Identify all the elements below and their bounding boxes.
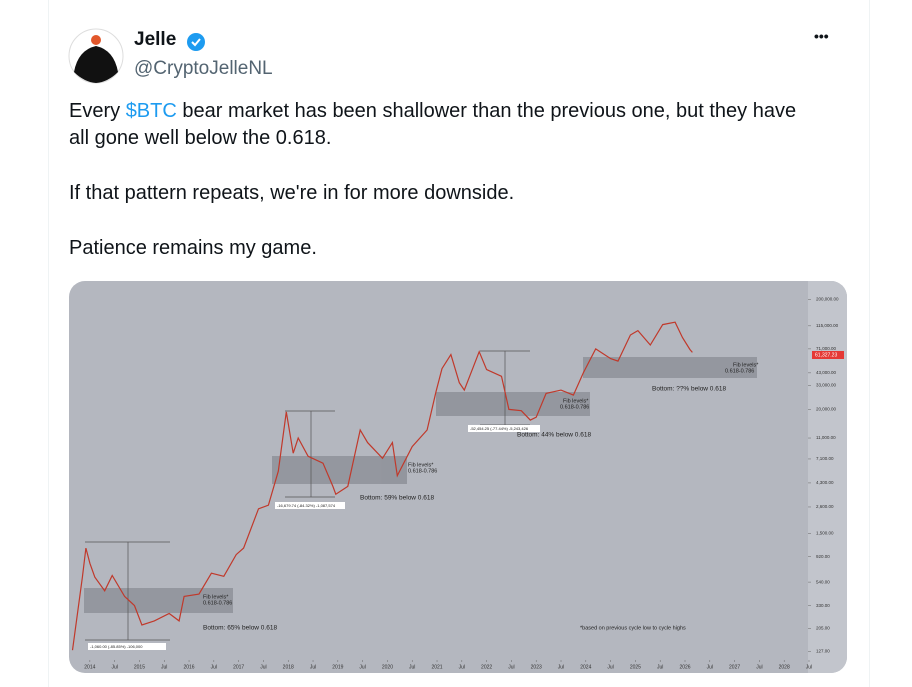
x-tick-label: 2015 — [134, 664, 145, 670]
tweet-text: Every $BTC bear market has been shallowe… — [69, 100, 796, 123]
x-tick-label: 2027 — [729, 664, 740, 670]
tweet-text: all gone well below the 0.618. — [69, 127, 332, 149]
label-box — [88, 643, 166, 650]
x-tick-label: Jul — [558, 664, 564, 670]
annotation: 0.618-0.786 — [408, 468, 437, 474]
annotation: Bottom: 65% below 0.618 — [203, 625, 277, 632]
x-tick-label: 2018 — [283, 664, 294, 670]
measure-lines — [85, 350, 530, 641]
annotation: 0.618-0.786 — [725, 368, 754, 374]
y-tick-label: 540.00 — [816, 579, 830, 584]
y-tick-label: 330.00 — [816, 603, 830, 608]
x-tick-label: 2016 — [183, 664, 194, 670]
tweet-card — [48, 0, 870, 687]
x-tick-label: Jul — [756, 664, 762, 670]
y-tick-label: 20,000.00 — [816, 407, 837, 412]
axis-panel — [808, 281, 847, 673]
y-tick-label: 4,300.00 — [816, 480, 834, 485]
x-tick-label: 2014 — [84, 664, 95, 670]
x-tick-label: Jul — [806, 664, 812, 670]
y-tick-label: 43,000.00 — [816, 370, 837, 375]
y-tick-label: 11,000.00 — [816, 435, 836, 440]
annotation: *based on previous cycle low to cycle hi… — [580, 625, 686, 631]
y-tick-label: 127.00 — [816, 648, 830, 653]
annotation: Bottom: ??% below 0.618 — [652, 386, 726, 393]
x-tick-label: Jul — [707, 664, 713, 670]
x-tick-label: Jul — [359, 664, 365, 670]
y-tick-label: 7,100.00 — [816, 456, 834, 461]
x-tick-label: Jul — [111, 664, 117, 670]
x-tick-label: Jul — [409, 664, 415, 670]
author-handle[interactable]: @CryptoJelleNL — [134, 58, 273, 79]
price-line — [71, 321, 693, 651]
y-tick-label: 115,000.00 — [816, 323, 839, 328]
x-tick-label: Jul — [211, 664, 217, 670]
annotation: -1,060.00 (-85.85%) -106,000 — [90, 644, 143, 649]
x-tick-label: 2025 — [630, 664, 641, 670]
annotation: Fib levels* — [408, 462, 434, 468]
text: bear market has been shallower than the … — [176, 100, 797, 122]
annotation: Fib levels* — [203, 594, 229, 600]
x-tick-label: Jul — [508, 664, 514, 670]
annotation: Bottom: 44% below 0.618 — [517, 432, 591, 439]
annotation: Bottom: 59% below 0.618 — [360, 495, 434, 502]
x-tick-label: Jul — [607, 664, 613, 670]
annotation: Fib levels* — [563, 398, 589, 404]
y-tick-label: 33,000.00 — [816, 383, 837, 388]
x-tick-label: Jul — [310, 664, 316, 670]
cashtag[interactable]: $BTC — [125, 100, 177, 122]
x-tick-label: 2019 — [332, 664, 343, 670]
x-tick-label: 2020 — [382, 664, 393, 670]
fib-zones — [84, 357, 757, 613]
x-tick-label: 2021 — [431, 664, 442, 670]
x-tick-label: 2028 — [779, 664, 790, 670]
x-tick-label: Jul — [161, 664, 167, 670]
x-tick-label: 2024 — [580, 664, 591, 670]
y-tick-label: 71,000.00 — [816, 346, 837, 351]
text: Every — [69, 100, 126, 122]
tweet-text: Patience remains my game. — [69, 237, 317, 259]
x-tick-label: 2026 — [679, 664, 690, 670]
annotation: 0.618-0.786 — [203, 600, 232, 606]
author-name[interactable]: Jelle — [134, 29, 177, 50]
y-tick-label: 1,500.00 — [816, 530, 834, 535]
label-box — [275, 502, 345, 509]
price-tag — [812, 351, 844, 359]
chart-background — [69, 281, 847, 673]
avatar[interactable] — [68, 28, 124, 84]
y-tick-label: 920.00 — [816, 554, 830, 559]
x-tick-label: 2017 — [233, 664, 244, 670]
annotation: Fib levels* — [733, 362, 759, 368]
annotation: 0.618-0.786 — [560, 404, 589, 410]
verified-badge — [187, 33, 205, 51]
y-tick-label: 200,000.00 — [816, 297, 839, 302]
y-tick-label: 205.00 — [816, 626, 830, 631]
annotation: -16,679.74 (-84.32%) -1,087,574 — [277, 503, 336, 508]
x-tick-label: 2022 — [481, 664, 492, 670]
x-tick-label: 2023 — [531, 664, 542, 670]
more-button[interactable]: ••• — [814, 28, 829, 44]
y-tick-label: 2,600.00 — [816, 504, 834, 509]
label-box — [468, 425, 540, 432]
x-tick-label: Jul — [260, 664, 266, 670]
x-tick-label: Jul — [459, 664, 465, 670]
x-tick-label: Jul — [657, 664, 663, 670]
annotation: -52,454.25 (-77.44%) -5,243,426 — [470, 426, 529, 431]
price-label: 61,327.23 — [815, 352, 837, 358]
tweet-text: If that pattern repeats, we're in for mo… — [69, 182, 515, 204]
